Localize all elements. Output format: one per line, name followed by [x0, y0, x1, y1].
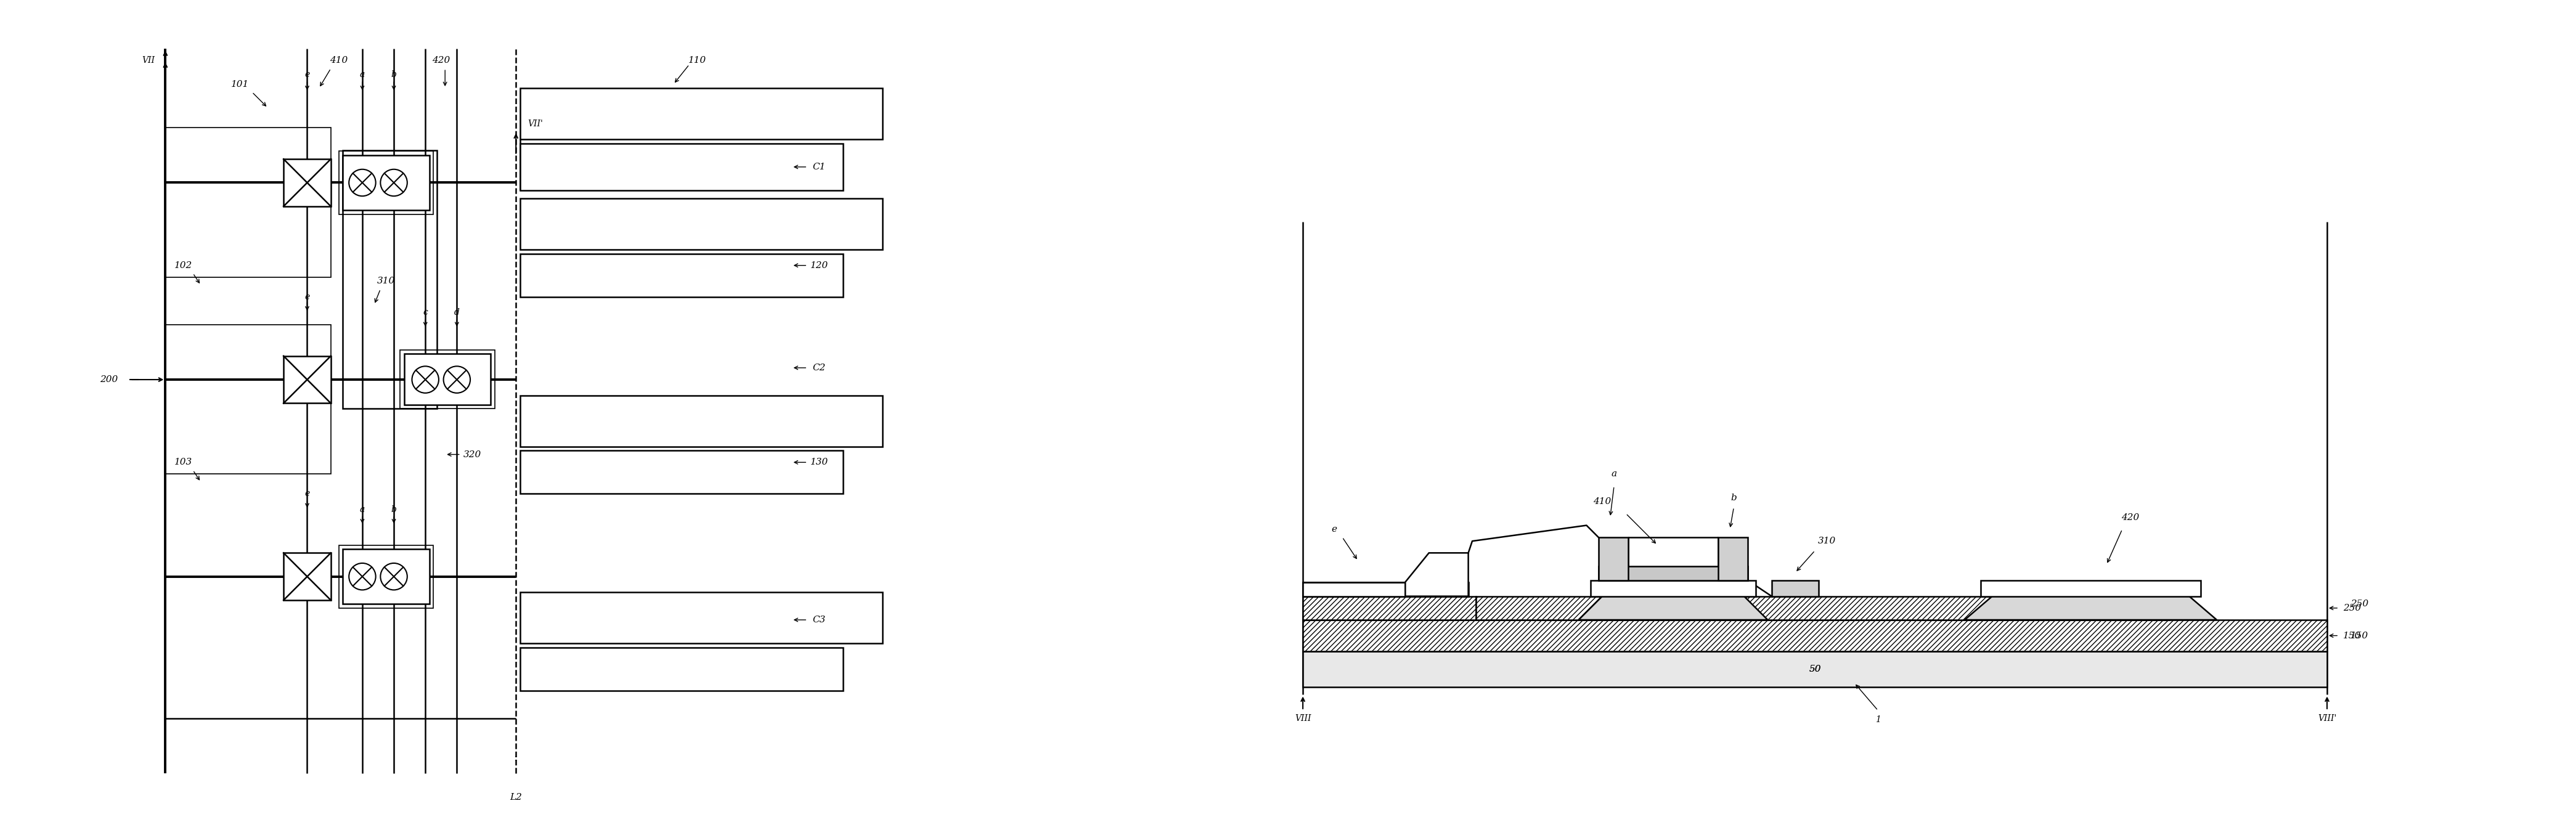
Bar — [283, 159, 330, 206]
Text: VIII': VIII' — [2318, 714, 2336, 722]
Text: 310: 310 — [1819, 537, 1837, 546]
Text: 420: 420 — [433, 56, 451, 65]
Bar — [165, 324, 330, 474]
Text: d: d — [453, 308, 459, 317]
Bar — [1303, 582, 1468, 596]
Bar — [343, 155, 430, 210]
Circle shape — [443, 366, 471, 393]
Text: 103: 103 — [175, 458, 193, 467]
Polygon shape — [1718, 537, 1749, 581]
Bar — [520, 199, 884, 250]
Bar — [343, 150, 438, 409]
Circle shape — [412, 366, 438, 393]
Circle shape — [348, 563, 376, 590]
Bar — [283, 356, 330, 403]
Text: C1: C1 — [811, 163, 827, 171]
Polygon shape — [1981, 581, 2200, 596]
Polygon shape — [1406, 553, 1468, 596]
Text: 410: 410 — [330, 56, 348, 65]
Text: a: a — [1610, 470, 1618, 478]
Text: 102: 102 — [175, 261, 193, 270]
Polygon shape — [1589, 581, 1757, 596]
Text: VII: VII — [142, 56, 155, 65]
Text: c: c — [422, 308, 428, 317]
Bar — [520, 451, 842, 494]
Bar — [1303, 651, 2326, 687]
Text: VII': VII' — [528, 119, 544, 128]
Text: C2: C2 — [811, 364, 827, 372]
Text: e: e — [1332, 525, 1337, 534]
Bar — [520, 592, 884, 644]
Bar — [337, 545, 433, 608]
Text: a: a — [361, 70, 366, 79]
Text: 420: 420 — [2120, 513, 2138, 522]
Bar — [520, 143, 842, 190]
Text: 410: 410 — [1592, 498, 1610, 506]
Text: 101: 101 — [232, 80, 250, 89]
Polygon shape — [1965, 596, 2218, 620]
Text: e: e — [304, 70, 309, 79]
Text: 120: 120 — [811, 261, 829, 270]
Text: 150: 150 — [2342, 631, 2360, 640]
Text: C3: C3 — [811, 616, 827, 624]
Bar — [1303, 620, 2326, 651]
Bar — [1476, 596, 2169, 620]
Polygon shape — [1597, 566, 1749, 581]
Text: VIII: VIII — [1296, 714, 1311, 722]
Text: 50: 50 — [1808, 665, 1821, 674]
Text: 130: 130 — [811, 458, 829, 467]
Bar — [1303, 582, 1406, 596]
Bar — [1772, 581, 1819, 596]
Text: 200: 200 — [100, 375, 118, 384]
Bar — [520, 254, 842, 297]
Text: e: e — [304, 292, 309, 301]
Text: :: : — [515, 753, 518, 763]
Bar — [404, 354, 492, 405]
Text: b: b — [392, 505, 397, 514]
Bar — [520, 88, 884, 139]
Text: b: b — [392, 70, 397, 79]
Bar — [520, 396, 884, 447]
Text: b: b — [1731, 494, 1736, 502]
Bar — [165, 127, 330, 277]
Polygon shape — [1597, 537, 1628, 581]
Text: 310: 310 — [376, 277, 394, 286]
Bar — [343, 549, 430, 604]
Bar — [337, 151, 433, 215]
Circle shape — [381, 169, 407, 196]
Polygon shape — [1579, 596, 1767, 620]
Text: a: a — [361, 505, 366, 514]
Circle shape — [348, 169, 376, 196]
Text: 320: 320 — [464, 450, 482, 458]
Text: L2: L2 — [510, 793, 523, 801]
Circle shape — [381, 563, 407, 590]
Text: 250: 250 — [2352, 600, 2370, 608]
Text: e: e — [304, 489, 309, 498]
Bar — [1303, 596, 1476, 620]
Text: 50: 50 — [1808, 665, 1821, 674]
Text: 150: 150 — [2352, 631, 2370, 640]
Bar — [520, 648, 842, 691]
Text: 1: 1 — [1875, 716, 1880, 724]
Text: 110: 110 — [688, 56, 706, 65]
Text: 250: 250 — [2342, 603, 2360, 613]
Bar — [399, 349, 495, 409]
Bar — [283, 553, 330, 600]
